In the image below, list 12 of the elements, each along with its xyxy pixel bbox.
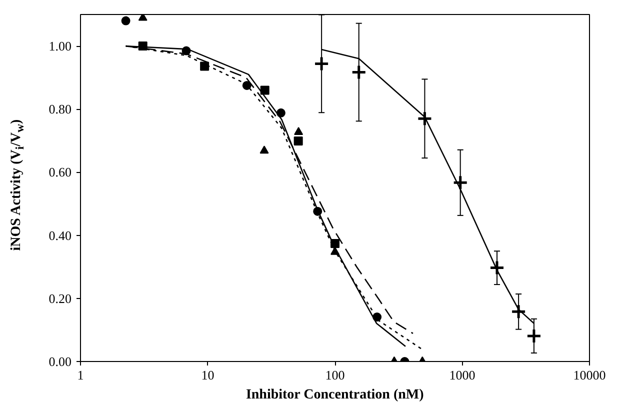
x-tick-label: 100 [325,368,345,382]
y-tick-label: 0.40 [48,228,72,243]
y-tick-label: 0.20 [48,290,72,306]
y-tick-label: 0.80 [48,102,72,117]
y-tick-label: 0.60 [48,164,72,180]
x-axis-title: Inhibitor Concentration (nM) [246,388,424,402]
x-tick-label: 10 [201,368,214,382]
y-tick-label: 1.00 [48,38,72,54]
x-tick-label: 10000 [573,368,606,382]
x-tick-label: 1000 [449,368,476,382]
x-tick-label: 1 [77,368,84,382]
y-tick-label: 0.00 [48,354,72,369]
